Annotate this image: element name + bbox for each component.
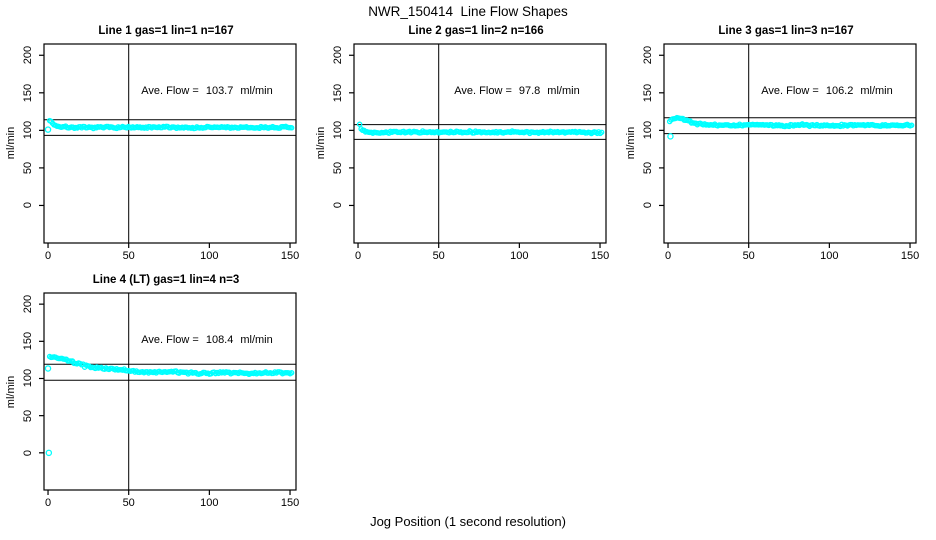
- y-tick-label: 0: [332, 202, 344, 209]
- flow-point: [288, 370, 295, 376]
- outlier-point: [45, 449, 53, 457]
- ave-flow-annotation: Ave. Flow = 108.4 ml/min: [100, 334, 314, 346]
- ave-flow-unit: ml/min: [240, 334, 273, 346]
- page-title: NWR_150414 Line Flow Shapes: [368, 4, 568, 19]
- ave-flow-label: Ave. Flow =: [141, 334, 199, 346]
- outlier-point: [44, 365, 52, 372]
- ave-flow-annotation: Ave. Flow = 103.7 ml/min: [100, 85, 314, 97]
- x-tick-label: 0: [354, 250, 362, 262]
- plot-area: [349, 43, 607, 248]
- ave-flow-value: 108.4: [205, 334, 234, 346]
- ave-flow-label: Ave. Flow =: [454, 85, 512, 97]
- flow-point: [356, 121, 363, 128]
- y-tick-label: 200: [642, 46, 654, 65]
- plot-area: [39, 43, 297, 248]
- x-tick-label: 100: [200, 497, 219, 509]
- x-tick-label: 0: [44, 250, 52, 262]
- panel-title: Line 4 (LT) gas=1 lin=4 n=3: [92, 274, 240, 286]
- y-tick-label: 100: [22, 121, 34, 140]
- panel-line-2: Line 2 gas=1 lin=2 n=166 ml/min Ave. Flo…: [310, 24, 618, 274]
- x-tick-label: 50: [122, 497, 135, 509]
- x-axis-label: Jog Position (1 second resolution): [370, 514, 566, 529]
- y-axis-label: ml/min: [5, 375, 17, 409]
- ave-flow-value: 106.2: [825, 85, 854, 97]
- x-tick-label: 150: [280, 250, 300, 262]
- panel-line-4: Line 4 (LT) gas=1 lin=4 n=3 ml/min Ave. …: [0, 273, 308, 523]
- plot-box: [43, 43, 297, 244]
- plot-area: [659, 43, 917, 248]
- y-tick-label: 100: [22, 369, 34, 388]
- ave-flow-annotation: Ave. Flow = 106.2 ml/min: [720, 85, 934, 97]
- ave-flow-unit: ml/min: [547, 85, 580, 97]
- flow-series: [46, 353, 295, 378]
- y-tick-label: 150: [22, 332, 34, 351]
- flow-point: [288, 125, 295, 131]
- x-tick-label: 0: [664, 250, 672, 262]
- y-tick-label: 200: [22, 46, 34, 65]
- ave-flow-value: 103.7: [205, 85, 234, 97]
- x-tick-label: 50: [122, 250, 135, 262]
- ave-flow-unit: ml/min: [240, 85, 273, 97]
- y-tick-label: 200: [22, 294, 34, 314]
- y-tick-label: 100: [332, 121, 344, 140]
- y-tick-label: 150: [642, 83, 654, 102]
- x-tick-label: 100: [820, 250, 839, 262]
- y-tick-label: 50: [642, 161, 654, 175]
- x-tick-label: 50: [742, 250, 755, 262]
- y-tick-label: 50: [332, 161, 344, 175]
- y-tick-label: 0: [22, 202, 34, 209]
- ave-flow-annotation: Ave. Flow = 97.8 ml/min: [410, 85, 624, 97]
- x-tick-label: 150: [900, 250, 920, 262]
- x-tick-label: 100: [510, 250, 529, 262]
- ave-flow-value: 97.8: [518, 85, 541, 97]
- ave-flow-unit: ml/min: [860, 85, 893, 97]
- outlier-point: [667, 133, 674, 140]
- x-tick-label: 100: [200, 250, 219, 262]
- panel-line-3: Line 3 gas=1 lin=3 n=167 ml/min Ave. Flo…: [620, 24, 928, 274]
- y-tick-label: 100: [642, 121, 654, 140]
- flow-point: [908, 122, 915, 129]
- y-tick-label: 150: [332, 83, 344, 102]
- flow-series: [46, 117, 295, 132]
- y-tick-label: 200: [332, 46, 344, 65]
- x-tick-label: 0: [44, 497, 52, 509]
- plot-box: [663, 43, 917, 244]
- plot-box: [43, 292, 297, 491]
- flow-series: [356, 121, 605, 137]
- y-tick-label: 0: [22, 449, 34, 456]
- panel-title: Line 2 gas=1 lin=2 n=166: [408, 25, 544, 37]
- y-tick-label: 0: [642, 202, 654, 209]
- panel-line-1: Line 1 gas=1 lin=1 n=167 ml/min Ave. Flo…: [0, 24, 308, 274]
- panel-title: Line 1 gas=1 lin=1 n=167: [98, 25, 234, 37]
- y-axis-label: ml/min: [315, 126, 327, 160]
- ave-flow-label: Ave. Flow =: [761, 85, 819, 97]
- outlier-point: [44, 126, 52, 133]
- plot-box: [353, 43, 607, 244]
- ave-flow-label: Ave. Flow =: [141, 85, 199, 97]
- y-tick-label: 50: [22, 409, 34, 422]
- y-axis-label: ml/min: [5, 126, 17, 160]
- flow-series: [666, 114, 915, 130]
- x-tick-label: 150: [280, 497, 300, 509]
- y-tick-label: 150: [22, 83, 34, 102]
- x-tick-label: 50: [432, 250, 445, 262]
- y-tick-label: 50: [22, 161, 34, 175]
- flow-point: [598, 129, 605, 136]
- panel-title: Line 3 gas=1 lin=3 n=167: [718, 25, 854, 37]
- y-axis-label: ml/min: [625, 126, 637, 160]
- plot-area: [39, 292, 297, 495]
- x-tick-label: 150: [590, 250, 610, 262]
